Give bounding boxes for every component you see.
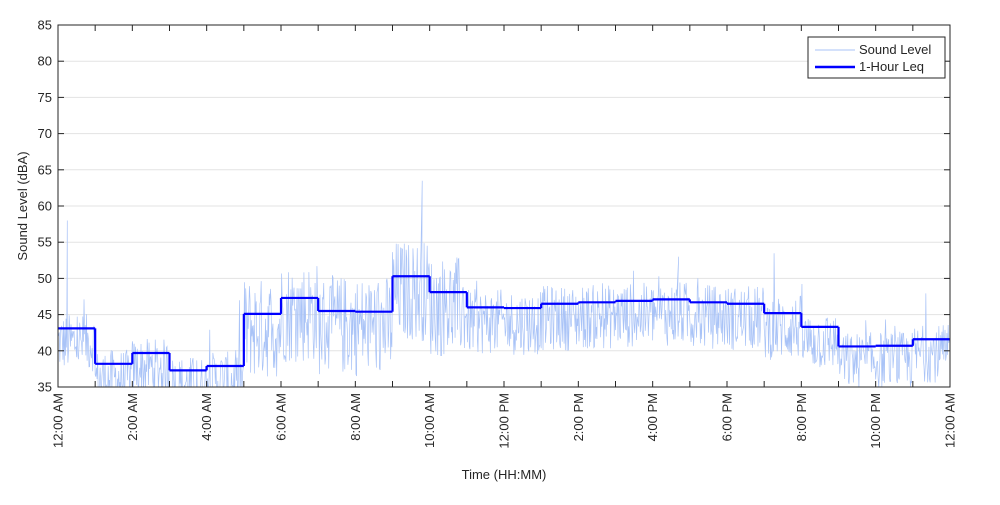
x-tick-label: 2:00 AM: [125, 393, 140, 441]
y-tick-label: 80: [38, 54, 52, 69]
x-tick-label: 12:00 AM: [943, 393, 958, 448]
x-axis-label: Time (HH:MM): [462, 467, 547, 482]
y-tick-label: 85: [38, 18, 52, 33]
y-tick-label: 70: [38, 126, 52, 141]
y-tick-label: 65: [38, 162, 52, 177]
x-tick-label: 12:00 PM: [497, 393, 512, 449]
y-tick-label: 75: [38, 90, 52, 105]
y-axis-label: Sound Level (dBA): [15, 151, 30, 260]
x-tick-label: 8:00 PM: [794, 393, 809, 441]
y-tick-label: 45: [38, 307, 52, 322]
x-tick-label: 2:00 PM: [571, 393, 586, 441]
y-tick-label: 55: [38, 235, 52, 250]
x-tick-label: 4:00 PM: [645, 393, 660, 441]
y-tick-label: 35: [38, 380, 52, 395]
x-tick-label: 10:00 AM: [422, 393, 437, 448]
legend-label-sound-level: Sound Level: [859, 42, 931, 57]
legend: Sound Level 1-Hour Leq: [807, 36, 946, 79]
y-tick-label: 60: [38, 199, 52, 214]
x-tick-label: 8:00 AM: [348, 393, 363, 441]
x-tick-label: 6:00 AM: [274, 393, 289, 441]
x-tick-label: 6:00 PM: [720, 393, 735, 441]
x-tick-label: 12:00 AM: [51, 393, 66, 448]
x-tick-label: 4:00 AM: [199, 393, 214, 441]
x-tick-label: 10:00 PM: [868, 393, 883, 449]
y-tick-label: 50: [38, 271, 52, 286]
y-tick-label: 40: [38, 343, 52, 358]
legend-box: [807, 36, 946, 79]
legend-label-leq: 1-Hour Leq: [859, 59, 924, 74]
